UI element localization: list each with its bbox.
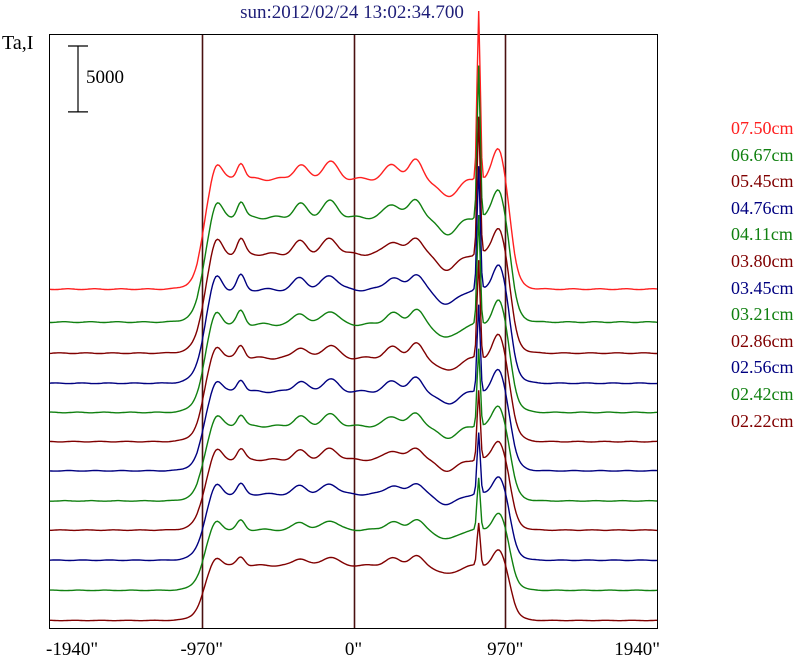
legend-entry: 05.45cm	[731, 171, 794, 192]
legend-entry: 03.21cm	[731, 304, 794, 325]
legend-entry: 03.45cm	[731, 277, 794, 298]
series-line-02.22cm	[50, 522, 657, 622]
series-line-03.80cm	[49, 260, 658, 443]
legend-entry: 02.42cm	[731, 384, 794, 404]
x-tick-labels: -1940" -970" 0" 970" 1940"	[46, 639, 660, 660]
series-line-02.42cm	[50, 477, 658, 592]
x-tick-label: 1940"	[614, 639, 660, 660]
x-tick-label: 0"	[345, 639, 362, 660]
series-line-04.76cm	[49, 166, 658, 385]
x-tick-label: -1940"	[46, 639, 98, 660]
legend-entry: 04.11cm	[731, 224, 793, 245]
legend-entry: 02.22cm	[731, 410, 794, 431]
legend-entry: 04.76cm	[731, 197, 794, 218]
y-axis-label: Ta,I	[2, 32, 34, 54]
legend-entry: 03.80cm	[731, 251, 794, 271]
series-line-02.56cm	[49, 432, 658, 562]
x-tick-label: 970"	[487, 639, 523, 660]
plot-frame	[49, 34, 658, 629]
x-tick-label: -970"	[180, 639, 223, 660]
series-line-07.50cm	[49, 10, 658, 291]
series-line-04.11cm	[50, 214, 658, 414]
series-lines	[49, 10, 658, 622]
legend-entry: 02.56cm	[731, 357, 794, 378]
legend-entry: 07.50cm	[731, 118, 794, 138]
legend-entry: 06.67cm	[731, 144, 794, 165]
series-line-03.21cm	[50, 348, 658, 502]
series-line-02.86cm	[50, 390, 658, 532]
legend-entry: 02.86cm	[731, 330, 794, 351]
series-line-05.45cm	[49, 116, 657, 355]
chart-title: sun:2012/02/24 13:02:34.700	[240, 2, 464, 23]
scale-bar: 5000	[68, 45, 124, 113]
series-line-06.67cm	[50, 65, 658, 324]
scale-bar-label: 5000	[86, 67, 124, 88]
series-line-03.45cm	[49, 304, 658, 472]
